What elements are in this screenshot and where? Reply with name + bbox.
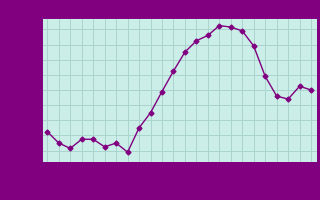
X-axis label: Windchill (Refroidissement éolien,°C): Windchill (Refroidissement éolien,°C) xyxy=(87,175,272,184)
